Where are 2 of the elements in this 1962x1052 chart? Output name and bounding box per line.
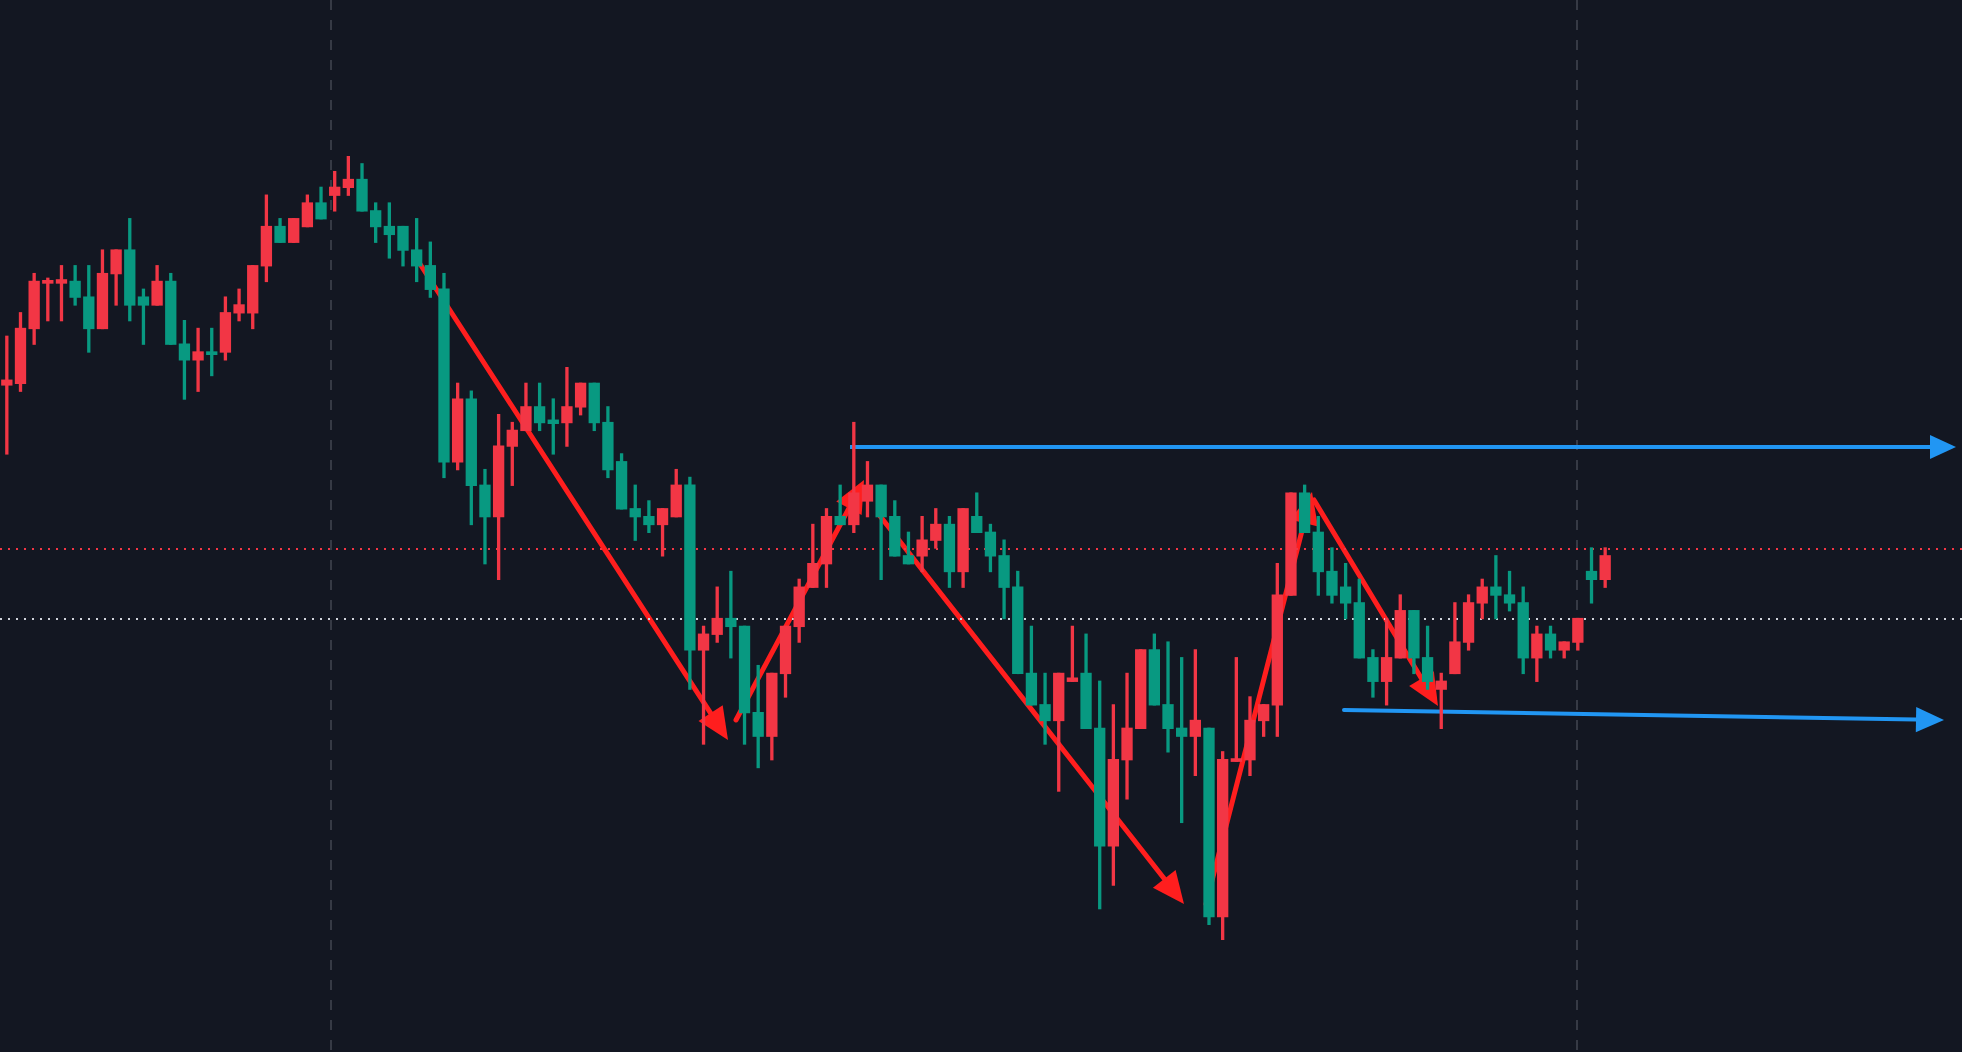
candlestick (834, 484, 846, 526)
candlestick (192, 327, 204, 392)
